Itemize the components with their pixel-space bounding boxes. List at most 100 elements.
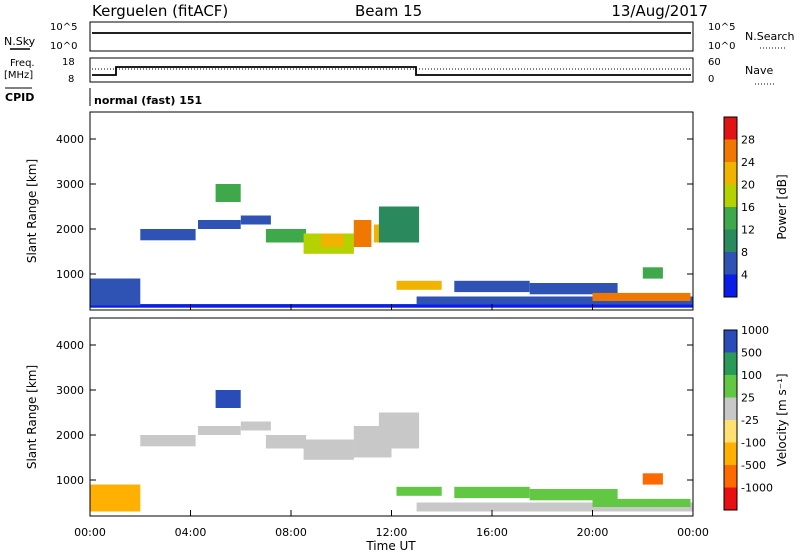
x-tick-label: 16:00	[476, 526, 508, 539]
velocity-patch	[529, 489, 618, 501]
power-colorbar-label: Power [dB]	[775, 174, 789, 239]
y-tick-label: 4000	[56, 133, 84, 146]
power-patch	[140, 229, 196, 241]
velocity-patch	[215, 390, 241, 408]
x-tick-label: 08:00	[275, 526, 307, 539]
colorbar-frame	[723, 116, 738, 298]
x-tick-label: 12:00	[376, 526, 408, 539]
nsky-tick-bottom-left: 10^0	[50, 41, 77, 52]
velocity-patch	[416, 502, 693, 512]
colorbar-tick-label: 100	[741, 369, 762, 382]
y-tick-label: 3000	[56, 384, 84, 397]
power-patch	[416, 296, 693, 305]
freq-unit-label: [MHz]	[4, 70, 33, 81]
nave-tick-top: 60	[708, 57, 721, 68]
power-patch	[592, 292, 691, 301]
colorbar-tick-label: 20	[741, 179, 755, 192]
freq-panel-frame	[89, 57, 694, 83]
power-patch	[529, 283, 618, 295]
nsky-panel-frame	[89, 21, 694, 52]
power-patch	[321, 233, 344, 247]
colorbar-bin	[724, 465, 737, 488]
y-tick-label: 3000	[56, 178, 84, 191]
cpid-label: CPID	[5, 91, 34, 104]
nave-tick-bottom: 0	[708, 74, 714, 85]
colorbar-bin	[724, 229, 737, 252]
colorbar-bin	[724, 274, 737, 297]
power-patch	[642, 267, 663, 279]
station-title: Kerguelen (fitACF)	[92, 2, 228, 20]
power-patch	[215, 184, 241, 202]
y-tick-label: 1000	[56, 268, 84, 281]
freq-label: Freq.	[10, 58, 35, 69]
colorbar-tick-label: 16	[741, 201, 755, 214]
nsky-tick-top-left: 10^5	[50, 22, 77, 33]
power-patch	[454, 280, 530, 293]
y-tick-label: 2000	[56, 429, 84, 442]
power-colorbar: 4 8 12 16 20 24 28	[723, 116, 755, 298]
colorbar-bin	[724, 442, 737, 465]
colorbar-tick-label: 8	[741, 246, 748, 259]
power-patch	[265, 229, 307, 243]
power-panel: 1000 2000 3000 4000 Slant Range [km]	[25, 111, 694, 311]
nsearch-label: N.Search	[745, 30, 795, 43]
velocity-colorbar: -1000 -500 -100 -25 25 100 500 1000	[723, 324, 773, 511]
colorbar-bin	[724, 397, 737, 420]
power-patch	[378, 206, 420, 243]
y-tick-label: 4000	[56, 339, 84, 352]
colorbar-tick-label: -1000	[741, 482, 773, 495]
colorbar-bin	[724, 184, 737, 207]
colorbar-bin	[724, 375, 737, 398]
velocity-patch	[592, 498, 691, 507]
power-heatmap	[90, 184, 693, 308]
colorbar-tick-label: 500	[741, 347, 762, 360]
velocity-patch	[90, 484, 141, 512]
power-patch	[90, 278, 141, 306]
velocity-patch	[140, 435, 196, 447]
date-title: 13/Aug/2017	[611, 2, 708, 20]
velocity-heatmap	[90, 390, 693, 512]
colorbar-tick-label: 4	[741, 269, 748, 282]
colorbar-bin	[724, 139, 737, 162]
colorbar-bin	[724, 162, 737, 185]
colorbar-tick-label: 28	[741, 134, 755, 147]
colorbar-bin	[724, 207, 737, 230]
power-y-axis-label: Slant Range [km]	[25, 159, 39, 263]
nsky-tick-top-right: 10^5	[708, 22, 735, 33]
time-x-axis: 00:00 04:00 08:00 12:00 16:00 20:00 00:00	[74, 304, 709, 539]
power-patch	[396, 280, 442, 290]
y-tick-label: 1000	[56, 474, 84, 487]
velocity-colorbar-label: Velocity [m s⁻¹]	[775, 373, 789, 466]
freq-tick-top: 18	[62, 57, 75, 68]
colorbar-tick-label: 25	[741, 392, 755, 405]
x-axis-label: Time UT	[365, 539, 416, 553]
colorbar-tick-label: 12	[741, 224, 755, 237]
power-patch	[353, 220, 372, 247]
velocity-patch	[396, 486, 442, 496]
colorbar-tick-label: 1000	[741, 324, 769, 337]
colorbar-tick-label: -100	[741, 437, 766, 450]
colorbar-bin	[724, 252, 737, 275]
colorbar-tick-label: 24	[741, 156, 755, 169]
beam-title: Beam 15	[355, 2, 422, 20]
colorbar-frame	[723, 329, 738, 511]
nsky-tick-bottom-right: 10^0	[708, 41, 735, 52]
velocity-patch	[198, 426, 241, 435]
colorbar-bin	[724, 487, 737, 510]
colorbar-bin	[724, 117, 737, 140]
x-tick-label: 04:00	[175, 526, 207, 539]
colorbar-bin	[724, 420, 737, 443]
freq-tick-bottom: 8	[68, 74, 74, 85]
colorbar-tick-label: -25	[741, 414, 759, 427]
colorbar-bin	[724, 352, 737, 375]
velocity-patch	[454, 486, 530, 499]
velocity-patch	[240, 421, 271, 431]
power-patch	[198, 220, 241, 229]
power-y-axis: 1000 2000 3000 4000	[56, 133, 693, 281]
colorbar-bin	[724, 330, 737, 353]
velocity-patch	[642, 473, 663, 485]
colorbar-tick-label: -500	[741, 459, 766, 472]
cpid-value: normal (fast) 151	[94, 94, 202, 107]
